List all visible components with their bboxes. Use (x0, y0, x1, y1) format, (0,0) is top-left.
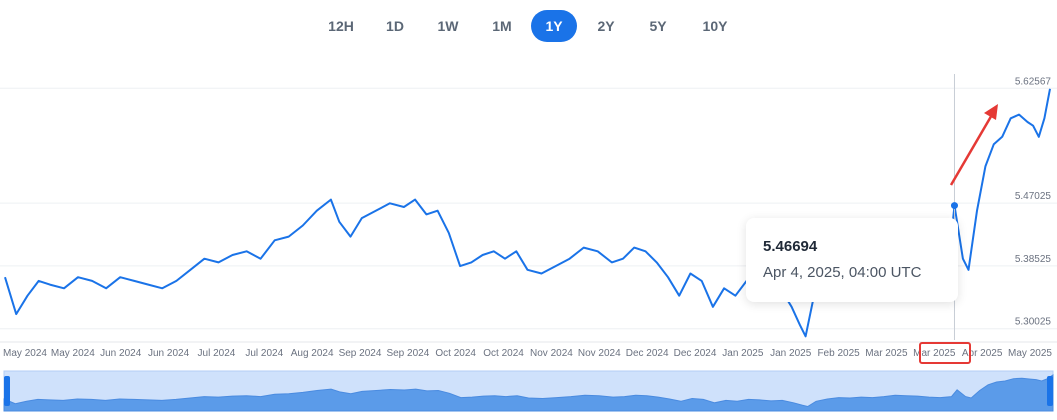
x-tick-label-17: Feb 2025 (817, 348, 860, 359)
x-tick-label-14: Dec 2024 (674, 348, 717, 359)
range-button-10y[interactable]: 10Y (702, 18, 728, 34)
x-tick-label-19: Mar 2025 (913, 348, 956, 359)
x-tick-label-18: Mar 2025 (865, 348, 908, 359)
y-tick-label-1: 5.38525 (1015, 254, 1052, 265)
annotation-arrow-head (984, 104, 998, 120)
x-tick-label-8: Sep 2024 (386, 348, 429, 359)
x-tick-label-1: May 2024 (51, 348, 95, 359)
x-tick-label-4: Jul 2024 (198, 348, 236, 359)
x-tick-label-9: Oct 2024 (435, 348, 476, 359)
y-tick-label-3: 5.62567 (1015, 76, 1052, 87)
y-tick-label-0: 5.30025 (1015, 317, 1052, 328)
x-tick-label-13: Dec 2024 (626, 348, 669, 359)
tooltip-value: 5.46694 (763, 238, 818, 255)
annotation-box (919, 342, 971, 364)
x-tick-label-6: Aug 2024 (291, 348, 334, 359)
x-tick-label-15: Jan 2025 (722, 348, 764, 359)
x-tick-label-10: Oct 2024 (483, 348, 524, 359)
navigator-left-handle[interactable] (4, 376, 10, 406)
range-button-1y[interactable]: 1Y (531, 10, 577, 42)
price-tooltip: 5.46694 Apr 4, 2025, 04:00 UTC (746, 218, 958, 302)
time-range-selector: 12H 1D 1W 1M 1Y 2Y 5Y 10Y (0, 8, 1057, 44)
x-tick-label-12: Nov 2024 (578, 348, 621, 359)
x-tick-label-0: May 2024 (3, 348, 47, 359)
range-button-2y[interactable]: 2Y (597, 18, 615, 34)
range-button-12h[interactable]: 12H (328, 18, 354, 34)
x-tick-label-16: Jan 2025 (770, 348, 812, 359)
range-button-1w[interactable]: 1W (437, 18, 459, 34)
x-tick-label-11: Nov 2024 (530, 348, 573, 359)
x-tick-label-20: Apr 2025 (962, 348, 1003, 359)
x-tick-label-2: Jun 2024 (100, 348, 142, 359)
annotation-arrow-shaft (949, 112, 995, 186)
hover-point (950, 202, 958, 210)
x-tick-label-3: Jun 2024 (148, 348, 190, 359)
x-tick-label-5: Jul 2024 (245, 348, 283, 359)
x-tick-label-7: Sep 2024 (339, 348, 382, 359)
y-tick-label-2: 5.47025 (1015, 191, 1052, 202)
range-button-1d[interactable]: 1D (386, 18, 404, 34)
navigator-right-handle[interactable] (1047, 376, 1053, 406)
range-button-1m[interactable]: 1M (492, 18, 512, 34)
range-button-5y[interactable]: 5Y (649, 18, 667, 34)
tooltip-date: Apr 4, 2025, 04:00 UTC (763, 264, 922, 281)
x-tick-label-21: May 2025 (1008, 348, 1052, 359)
navigator-area (3, 373, 1054, 412)
